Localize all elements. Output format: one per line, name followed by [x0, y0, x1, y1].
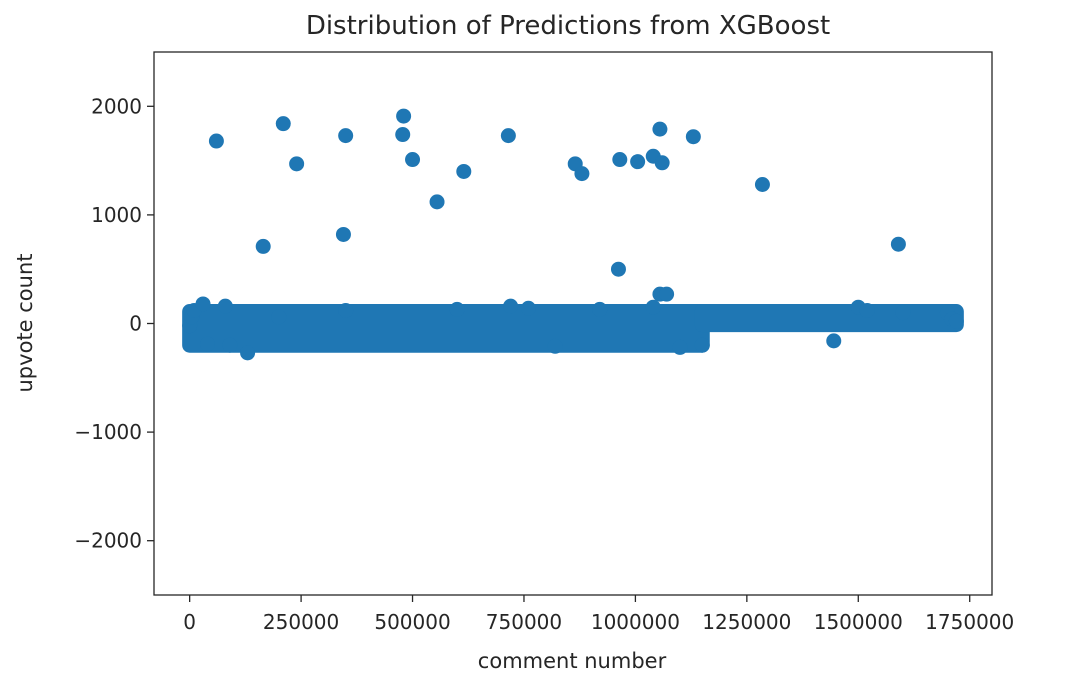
data-point: [520, 300, 536, 316]
y-tick-label: −2000: [74, 529, 142, 553]
data-point: [240, 345, 256, 361]
y-axis-label: upvote count: [13, 254, 37, 393]
x-tick-label: 1250000: [702, 610, 791, 634]
data-point: [659, 286, 675, 302]
data-points: [182, 108, 964, 361]
data-point: [645, 299, 661, 315]
y-tick-label: 0: [129, 312, 142, 336]
data-point: [859, 302, 875, 318]
x-tick-label: 1000000: [591, 610, 680, 634]
x-tick-label: 250000: [263, 610, 339, 634]
data-point: [654, 155, 670, 171]
y-tick-label: 2000: [91, 94, 142, 118]
y-tick-label: −1000: [74, 420, 142, 444]
data-point: [338, 128, 354, 144]
dense-band-layer: [182, 304, 964, 353]
data-point: [754, 176, 770, 192]
data-point: [275, 116, 291, 132]
y-axis-ticks: −2000 −1000 0 1000 2000: [74, 94, 154, 553]
data-point: [449, 301, 465, 317]
data-point: [612, 152, 628, 168]
data-point: [652, 121, 668, 137]
dense-point-band: [182, 304, 710, 353]
data-point: [895, 305, 911, 321]
data-point: [429, 194, 445, 210]
data-point: [217, 298, 233, 314]
data-point: [396, 108, 412, 124]
chart-title: Distribution of Predictions from XGBoost: [306, 11, 830, 41]
data-point: [208, 133, 224, 149]
x-tick-label: 1750000: [925, 610, 1014, 634]
data-point: [222, 337, 238, 353]
data-point: [195, 296, 211, 312]
data-point: [503, 298, 519, 314]
data-point: [672, 339, 688, 355]
data-point: [547, 338, 563, 354]
x-axis-ticks: 0 250000 500000 750000 1000000 1250000 1500000…: [183, 595, 1014, 634]
data-point: [592, 301, 608, 317]
data-point: [289, 156, 305, 172]
data-point: [890, 236, 906, 252]
x-tick-label: 750000: [486, 610, 562, 634]
data-point: [610, 261, 626, 277]
data-point: [685, 129, 701, 145]
x-axis-label: comment number: [478, 649, 667, 673]
data-point: [948, 313, 964, 329]
y-tick-label: 1000: [91, 203, 142, 227]
x-tick-label: 0: [183, 610, 196, 634]
data-point: [338, 302, 354, 318]
data-point: [335, 226, 351, 242]
data-point: [199, 336, 215, 352]
data-point: [395, 127, 411, 143]
x-tick-label: 1500000: [814, 610, 903, 634]
data-point: [405, 152, 421, 168]
data-point: [456, 163, 472, 179]
data-point: [826, 333, 842, 349]
data-point: [574, 166, 590, 182]
data-point: [255, 238, 271, 254]
data-point: [694, 337, 710, 353]
data-point: [271, 309, 287, 325]
data-point: [630, 154, 646, 170]
data-point: [500, 128, 516, 144]
dense-point-band: [694, 304, 964, 333]
x-tick-label: 500000: [374, 610, 450, 634]
